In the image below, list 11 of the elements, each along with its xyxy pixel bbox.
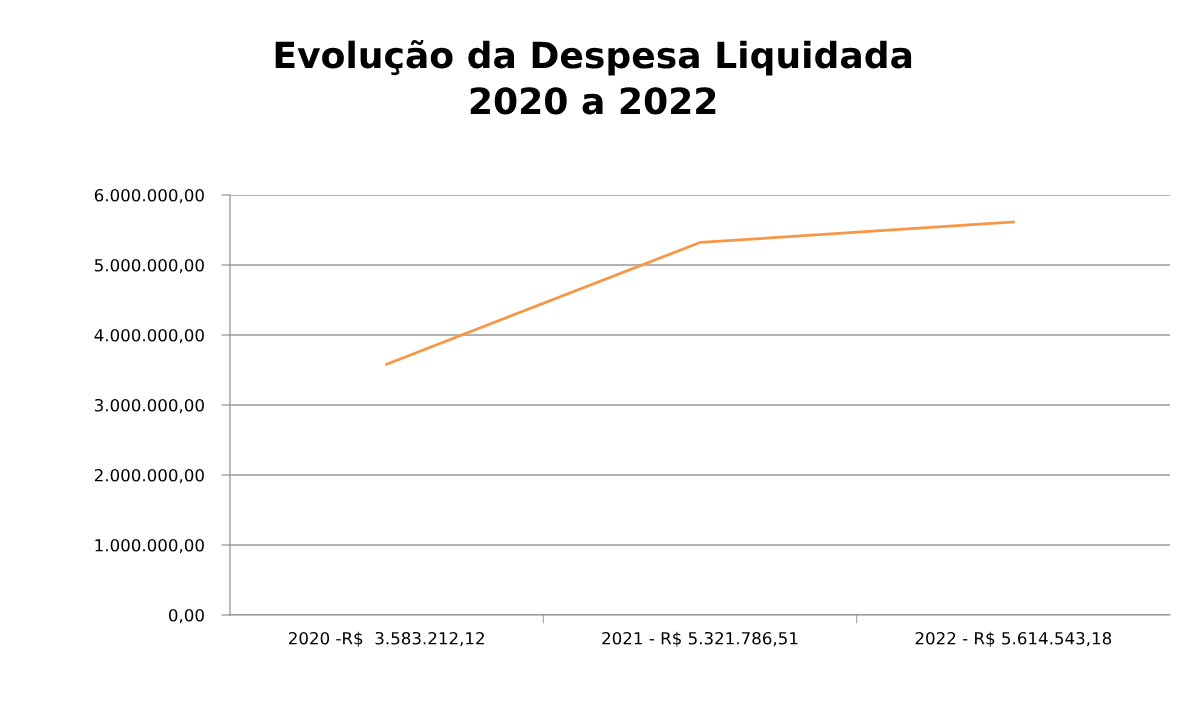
- y-tick-label: 0,00: [168, 608, 204, 624]
- x-tick-label: 2022 - R$ 5.614.543,18: [915, 631, 1112, 647]
- y-tick-label: 4.000.000,00: [94, 328, 204, 344]
- y-tick-label: 3.000.000,00: [94, 398, 204, 414]
- chart-title: Evolução da Despesa Liquidada 2020 a 2022: [275, 40, 912, 115]
- y-tick-label: 1.000.000,00: [95, 538, 204, 554]
- y-tick-label: 2.000.000,00: [94, 468, 204, 484]
- x-tick-label: 2020 -R$ 3.583.212,12: [288, 631, 484, 647]
- y-tick-label: 5.000.000,00: [94, 258, 204, 274]
- x-tick-label: 2021 - R$ 5.321.786,51: [602, 631, 798, 647]
- y-tick-label: 6.000.000,00: [94, 188, 204, 204]
